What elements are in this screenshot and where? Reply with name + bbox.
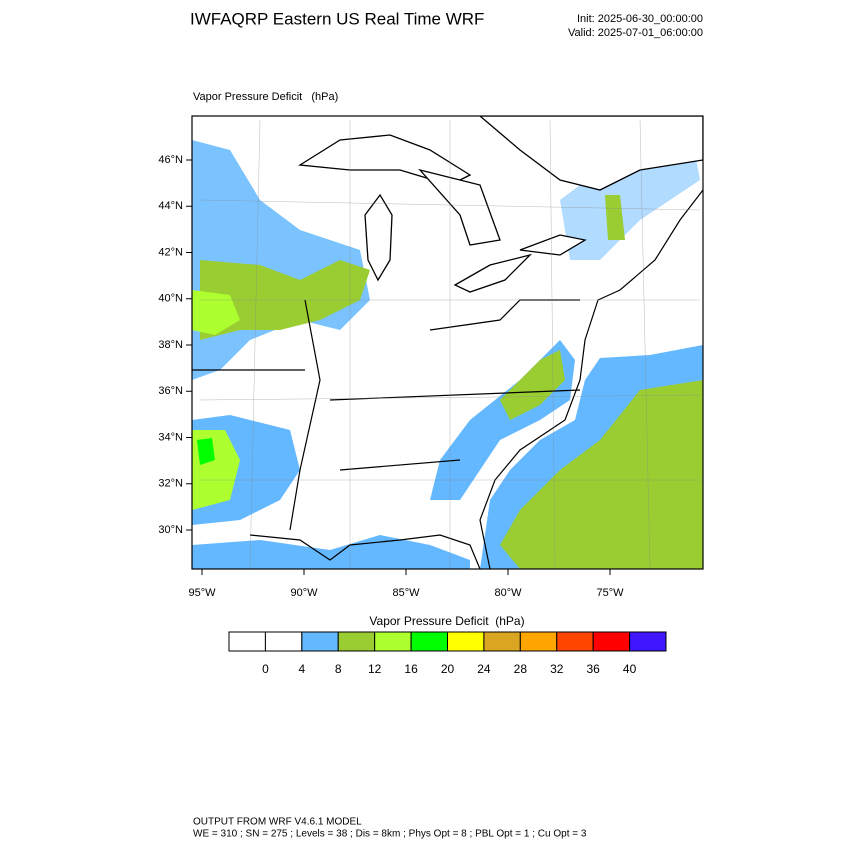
colorbar-box xyxy=(301,631,339,652)
colorbar-label: 8 xyxy=(335,662,342,676)
lon-label: 90°W xyxy=(290,587,318,599)
colorbar-box xyxy=(374,631,412,652)
colorbar-box xyxy=(264,631,303,652)
colorbar-label: 24 xyxy=(477,662,491,676)
colorbar-title: Vapor Pressure Deficit (hPa) xyxy=(369,614,524,628)
colorbar-label: 4 xyxy=(298,662,305,676)
lon-label: 75°W xyxy=(596,587,624,599)
lat-label: 40°N xyxy=(158,293,183,305)
lat-label: 38°N xyxy=(158,339,183,351)
lon-label: 80°W xyxy=(494,587,522,599)
footer-line: OUTPUT FROM WRF V4.6.1 MODEL xyxy=(193,817,362,828)
valid-time: Valid: 2025-07-01_06:00:00 xyxy=(568,27,703,39)
colorbar-box xyxy=(337,631,376,652)
colorbar-label: 12 xyxy=(368,662,382,676)
colorbar-box xyxy=(519,631,558,652)
lon-label: 95°W xyxy=(188,587,216,599)
colorbar-label: 32 xyxy=(550,662,564,676)
colorbar-label: 28 xyxy=(514,662,528,676)
colorbar-label: 16 xyxy=(404,662,418,676)
lat-label: 34°N xyxy=(158,431,183,443)
lat-label: 30°N xyxy=(158,524,183,536)
lat-label: 32°N xyxy=(158,478,183,490)
colorbar-box xyxy=(410,631,449,652)
colorbar-label: 0 xyxy=(262,662,269,676)
colorbar-box xyxy=(592,631,631,652)
lat-label: 36°N xyxy=(158,385,183,397)
colorbar-box xyxy=(228,631,266,652)
colorbar-box xyxy=(556,631,594,652)
lat-label: 42°N xyxy=(158,246,183,258)
field-label: Vapor Pressure Deficit (hPa) xyxy=(193,91,338,103)
colorbar-label: 36 xyxy=(586,662,600,676)
lat-label: 44°N xyxy=(158,200,183,212)
colorbar-label: 20 xyxy=(441,662,455,676)
init-time: Init: 2025-06-30_00:00:00 xyxy=(577,13,703,25)
lon-label: 85°W xyxy=(392,587,420,599)
lat-label: 46°N xyxy=(158,154,183,166)
colorbar-label: 40 xyxy=(623,662,637,676)
colorbar-box xyxy=(483,631,521,652)
colorbar-box xyxy=(447,631,485,652)
colorbar-box xyxy=(629,631,667,652)
footer-line: WE = 310 ; SN = 275 ; Levels = 38 ; Dis … xyxy=(193,829,587,840)
title: IWFAQRP Eastern US Real Time WRF xyxy=(190,9,484,28)
map xyxy=(191,115,704,570)
